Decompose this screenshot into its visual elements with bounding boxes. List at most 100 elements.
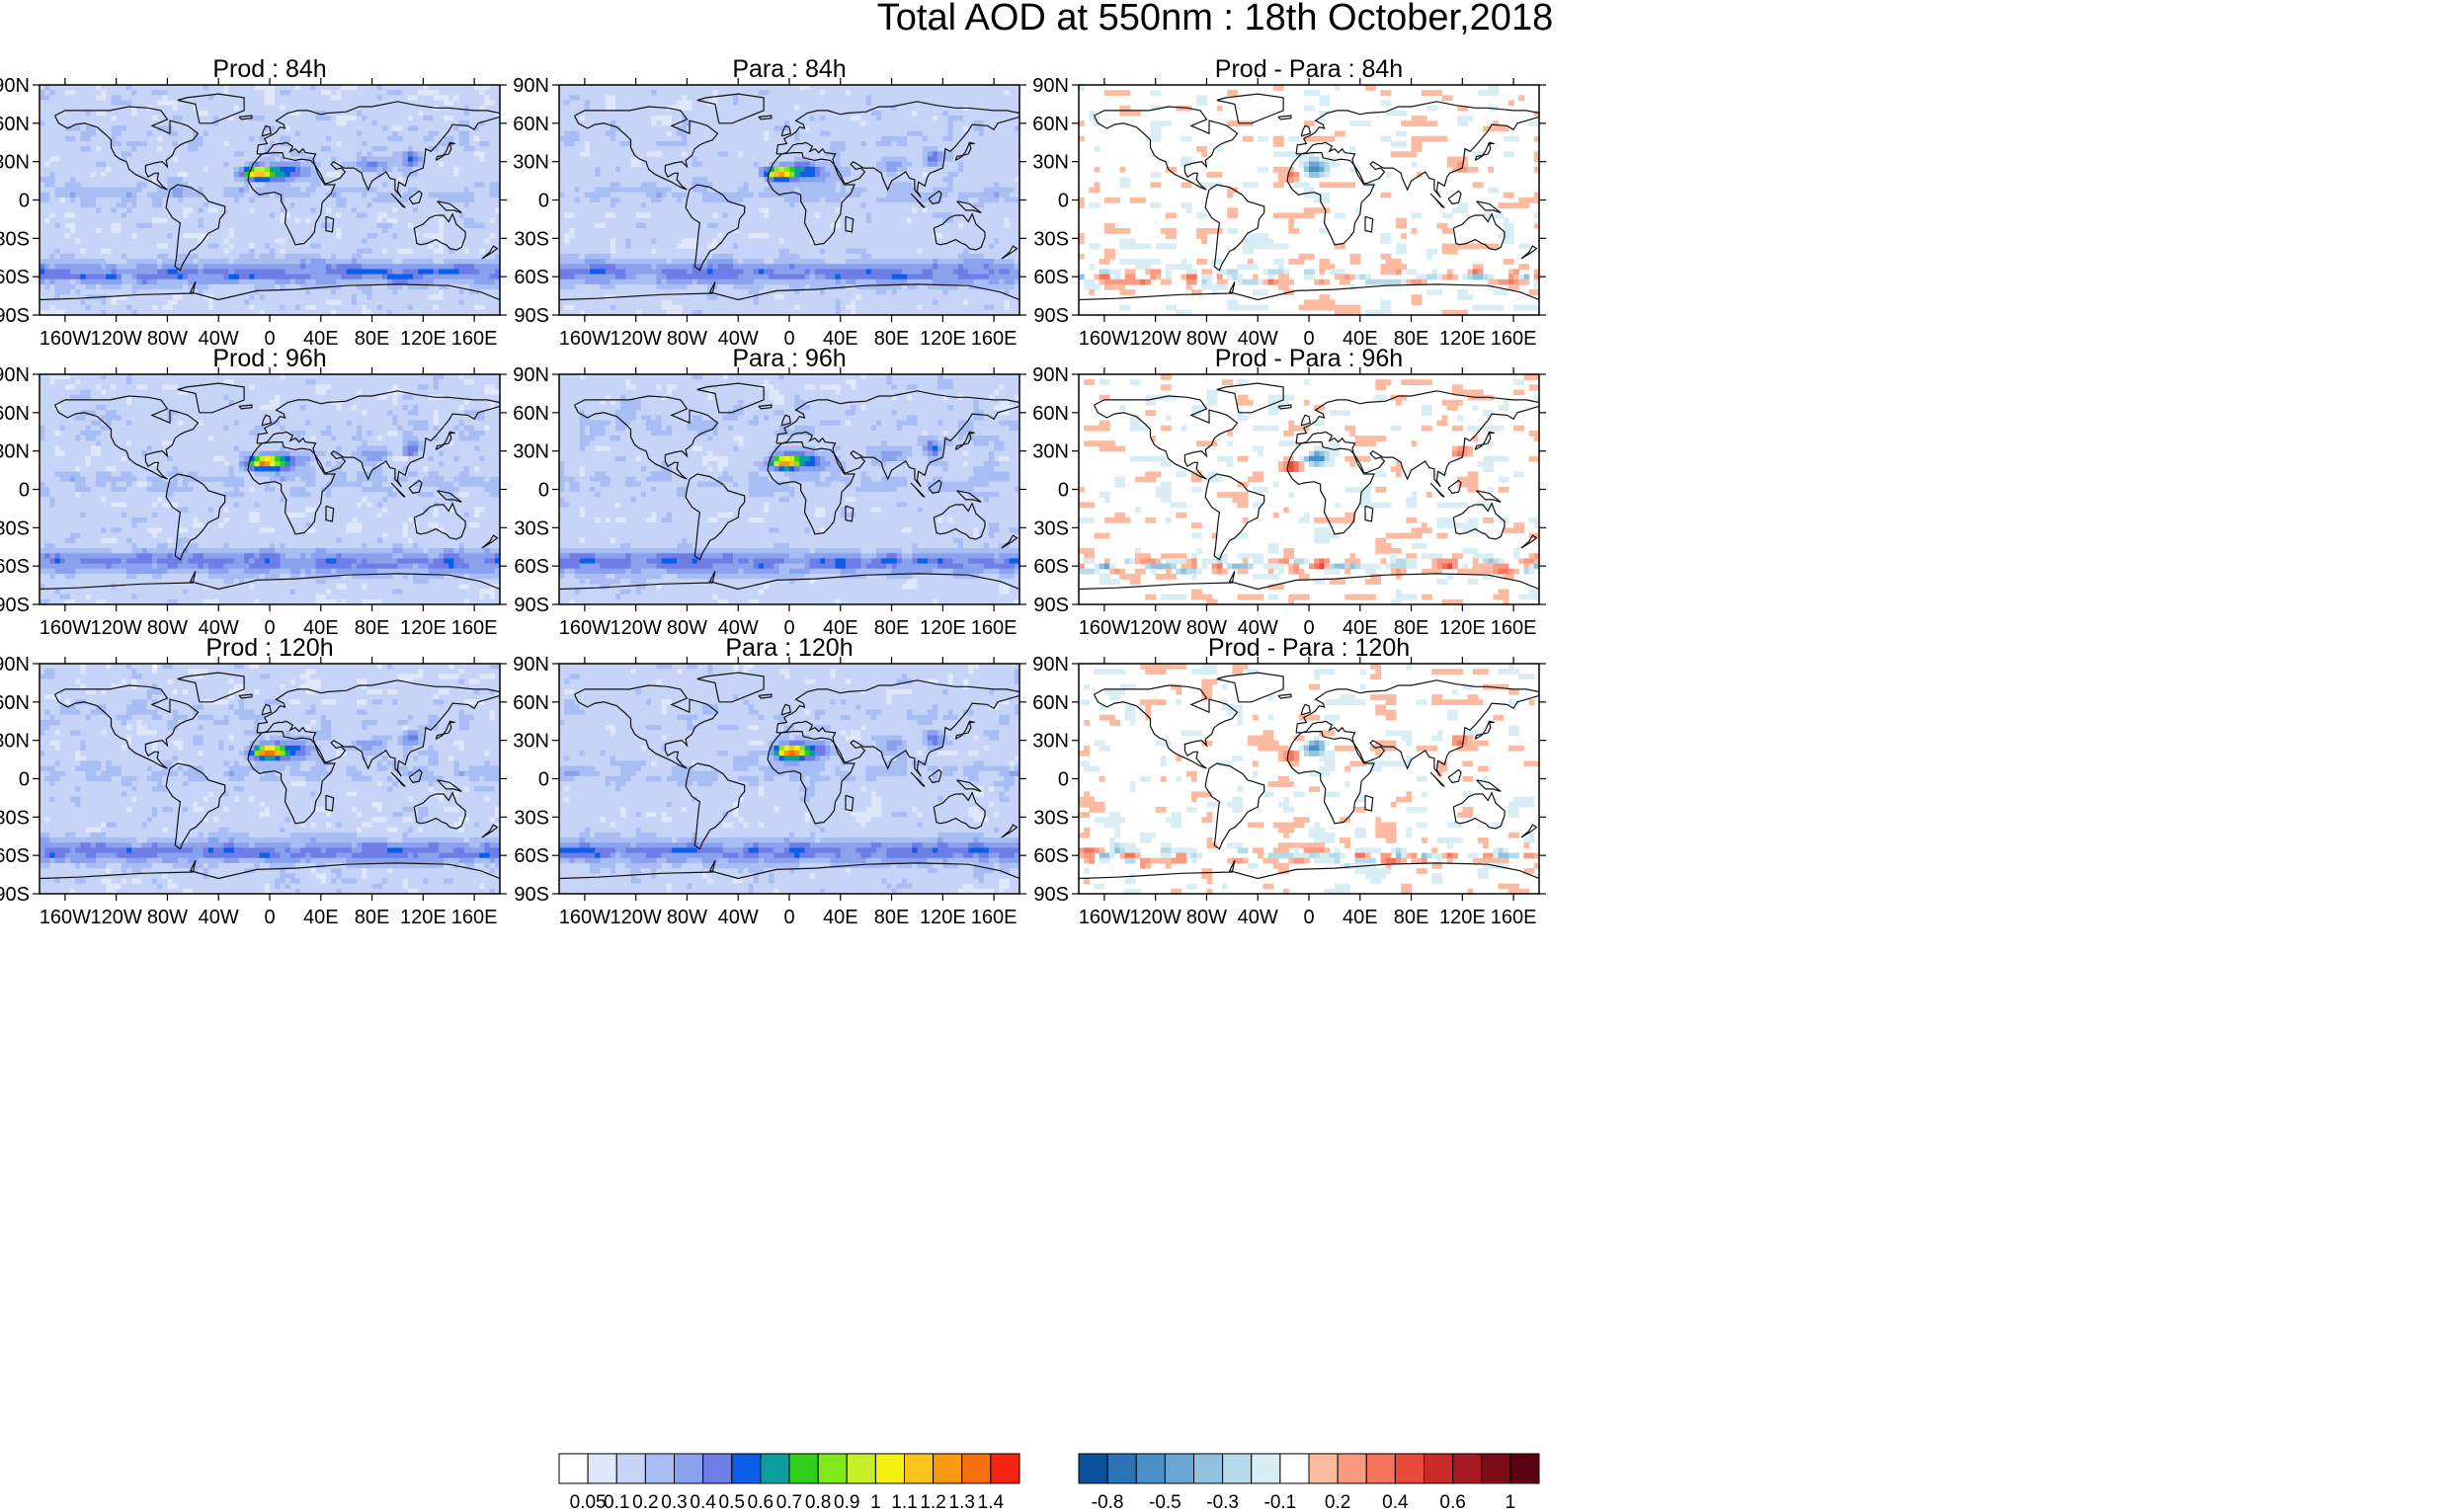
lon-tick-label: 80E [355, 907, 390, 928]
colorbar-box [1424, 1453, 1454, 1484]
lon-tick-label: 80W [147, 907, 188, 928]
lat-tick-label: 0 [538, 191, 549, 212]
lon-tick-label: 80W [667, 907, 707, 928]
lon-tick-label: 160W [559, 328, 611, 350]
lon-tick-label: 40E [303, 907, 339, 928]
lat-tick-label: 30S [1033, 228, 1069, 250]
lon-tick-label: 0 [783, 328, 794, 350]
colorbar-label: 1 [1506, 1492, 1516, 1512]
colorbar-label: 1.4 [978, 1492, 1005, 1512]
lon-tick-label: 120E [400, 328, 447, 350]
colorbar-label: 0.4 [1382, 1492, 1409, 1512]
lat-tick-label: 30N [1032, 441, 1069, 463]
lon-tick-label: 160W [1079, 907, 1130, 928]
lon-tick-label: 80W [667, 328, 707, 350]
lat-tick-label: 30N [513, 152, 549, 174]
lat-tick-label: 60S [514, 267, 549, 288]
coastlines [40, 382, 500, 591]
colorbar-box [1222, 1453, 1253, 1484]
lat-tick-label: 60S [0, 267, 30, 288]
lat-tick-label: 90N [513, 654, 549, 676]
aod-field [1079, 374, 1539, 604]
lon-tick-label: 160W [40, 907, 91, 928]
lat-tick-label: 30N [1032, 152, 1069, 174]
map-panel-4: Prod : 96h160W120W80W40W040E80E120E160E9… [0, 345, 507, 639]
lat-tick-label: 0 [19, 480, 30, 502]
lon-tick-label: 120E [1439, 328, 1486, 350]
aod-colorbar: 0.050.1 0.2 0.3 0.4 0.5 0.6 0.7 0.8 0.9 1 1.1 1.2 1.… [558, 1453, 1020, 1512]
colorbar-box [1078, 1453, 1108, 1484]
lon-tick-label: 120W [611, 907, 662, 928]
lat-tick-label: 30S [1033, 517, 1069, 539]
aod-field [1079, 664, 1539, 894]
lat-tick-label: 60N [0, 114, 30, 135]
lat-tick-label: 30S [0, 517, 30, 539]
lat-tick-label: 60N [1032, 692, 1069, 714]
lat-tick-label: 30S [0, 228, 30, 250]
lon-tick-label: 120W [91, 328, 142, 350]
aod-field [559, 85, 1019, 315]
colorbar-box [961, 1453, 992, 1484]
lat-tick-label: 90S [1033, 595, 1069, 616]
lat-tick-label: 90N [1032, 364, 1069, 386]
colorbar-box [933, 1453, 963, 1484]
lat-tick-label: 30S [514, 517, 549, 539]
lat-tick-label: 30N [0, 731, 30, 753]
lat-tick-label: 90S [0, 305, 30, 327]
colorbar-box [760, 1453, 790, 1484]
lon-tick-label: 40W [199, 328, 239, 350]
lon-tick-label: 40W [718, 617, 759, 639]
lat-tick-label: 90S [514, 884, 549, 906]
lon-tick-label: 0 [783, 907, 794, 928]
colorbar-label: 1.3 [949, 1492, 975, 1512]
lon-tick-label: 0 [1303, 907, 1314, 928]
lon-tick-label: 160E [1491, 617, 1537, 639]
lon-tick-label: 160E [971, 907, 1018, 928]
lon-tick-label: 120W [1130, 907, 1181, 928]
lon-tick-label: 40W [718, 328, 759, 350]
colorbar-box [817, 1453, 848, 1484]
colorbar-label: -0.1 [1264, 1492, 1297, 1512]
aod-field [40, 374, 500, 604]
lon-tick-label: 160E [1491, 328, 1537, 350]
coastlines [559, 93, 1019, 301]
colorbar-box [1106, 1453, 1137, 1484]
lon-tick-label: 80W [147, 328, 188, 350]
lat-tick-label: 60S [1033, 556, 1069, 578]
lon-tick-label: 40E [1343, 328, 1378, 350]
colorbars: 0.050.1 0.2 0.3 0.4 0.5 0.6 0.7 0.8 0.9 1 1.1 1.2 1.… [558, 1453, 1540, 1512]
lon-tick-label: 80E [355, 328, 390, 350]
lon-tick-label: 160W [1079, 617, 1130, 639]
colorbar-label: 1 [870, 1492, 881, 1512]
lon-tick-label: 120E [920, 617, 966, 639]
colorbar-label: 0.9 [834, 1492, 859, 1512]
lon-tick-label: 120E [1439, 907, 1486, 928]
map-panels: Prod : 84h160W120W80W40W040E80E120E160E9… [0, 55, 1546, 928]
colorbar-box [1481, 1453, 1511, 1484]
map-panel-1: Prod : 84h160W120W80W40W040E80E120E160E9… [0, 55, 507, 350]
lat-tick-label: 0 [1058, 769, 1069, 791]
lon-tick-label: 120E [400, 907, 447, 928]
lon-tick-label: 160W [559, 617, 611, 639]
aod-field [559, 374, 1019, 604]
lat-tick-label: 60N [513, 114, 549, 135]
colorbar-box [1394, 1453, 1425, 1484]
colorbar-box [1251, 1453, 1281, 1484]
lat-tick-label: 60S [514, 556, 549, 578]
colorbar-label: 0.7 [776, 1492, 802, 1512]
colorbar-label: 0.6 [748, 1492, 774, 1512]
lon-tick-label: 80W [1186, 617, 1227, 639]
aod-field [1079, 85, 1539, 315]
figure-title: Total AOD at 550nm : 18th October,2018 [877, 0, 1553, 39]
colorbar-box [558, 1453, 589, 1484]
colorbar-box [1509, 1453, 1540, 1484]
lon-tick-label: 80W [1186, 328, 1227, 350]
lat-tick-label: 60S [0, 845, 30, 867]
colorbar-box [904, 1453, 935, 1484]
lon-tick-label: 40W [199, 907, 239, 928]
lon-tick-label: 80E [1394, 328, 1429, 350]
